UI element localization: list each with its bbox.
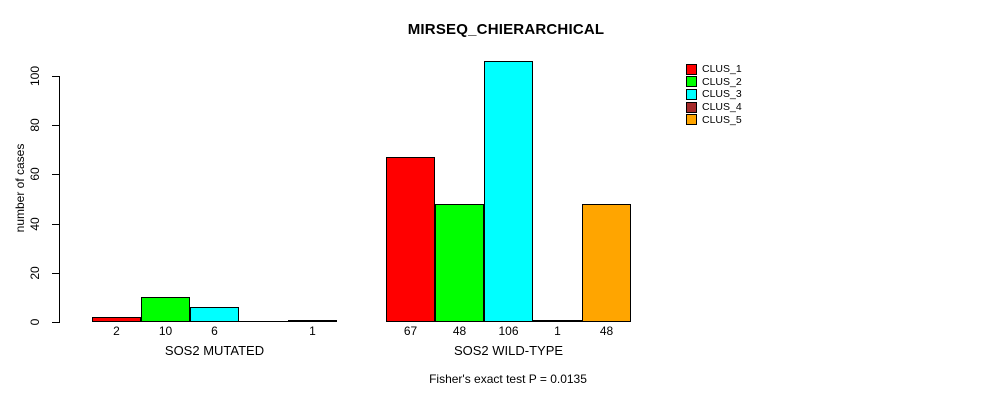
legend-label: CLUS_2 xyxy=(702,75,742,88)
legend-label: CLUS_1 xyxy=(702,63,742,76)
y-tick-mark xyxy=(52,273,59,274)
legend-label: CLUS_3 xyxy=(702,88,742,101)
bar-value-label: 106 xyxy=(498,324,519,338)
legend-swatch-clus_5 xyxy=(686,114,697,126)
legend-label: CLUS_4 xyxy=(702,101,742,114)
bar-value-label: 1 xyxy=(309,324,316,338)
y-tick-mark xyxy=(52,322,59,323)
bar-clus-1-sos2-wild-type xyxy=(386,157,435,322)
legend-label: CLUS_5 xyxy=(702,113,742,126)
legend-row: CLUS_2 xyxy=(686,76,742,89)
legend-row: CLUS_4 xyxy=(686,101,742,114)
bar-clus-5-sos2-mutated xyxy=(288,320,337,322)
y-axis-label: number of cases xyxy=(13,143,27,233)
group-label-sos2-mutated: SOS2 MUTATED xyxy=(164,343,265,358)
bar-clus-5-sos2-wild-type xyxy=(582,204,631,322)
fisher-note: Fisher's exact test P = 0.0135 xyxy=(429,372,587,386)
y-tick-label: 20 xyxy=(28,266,42,280)
legend-row: CLUS_5 xyxy=(686,113,742,126)
chart-title: MIRSEQ_CHIERARCHICAL xyxy=(407,21,605,38)
y-tick-label: 40 xyxy=(28,217,42,231)
y-tick-label: 100 xyxy=(28,65,42,87)
legend-swatch-clus_4 xyxy=(686,101,697,113)
bar-value-label: 2 xyxy=(113,324,120,338)
legend-row: CLUS_1 xyxy=(686,63,742,76)
y-tick-mark xyxy=(52,224,59,225)
y-tick-label: 80 xyxy=(28,118,42,132)
bar-value-label: 10 xyxy=(158,324,173,338)
legend-swatch-clus_2 xyxy=(686,76,697,88)
bar-clus-4-sos2-wild-type xyxy=(533,320,582,322)
y-tick-label: 60 xyxy=(28,167,42,181)
bar-value-label: 1 xyxy=(554,324,561,338)
y-tick-label: 0 xyxy=(28,318,42,326)
bar-value-label: 67 xyxy=(403,324,418,338)
legend-swatch-clus_3 xyxy=(686,88,697,100)
bar-clus-4-sos2-mutated-zero xyxy=(239,321,288,322)
group-label-sos2-wild-type: SOS2 WILD-TYPE xyxy=(453,343,564,358)
bar-value-label: 48 xyxy=(452,324,467,338)
bar-clus-2-sos2-wild-type xyxy=(435,204,484,322)
legend: CLUS_1 CLUS_2 CLUS_3 CLUS_4 CLUS_5 xyxy=(686,63,742,126)
bar-value-label: 6 xyxy=(211,324,218,338)
legend-row: CLUS_3 xyxy=(686,88,742,101)
bar-clus-3-sos2-wild-type xyxy=(484,61,533,322)
y-tick-mark xyxy=(52,76,59,77)
bar-value-label: 48 xyxy=(599,324,614,338)
y-tick-mark xyxy=(52,125,59,126)
bar-clus-2-sos2-mutated xyxy=(141,297,190,322)
y-axis-line xyxy=(59,76,60,323)
bar-clus-3-sos2-mutated xyxy=(190,307,239,322)
bar-clus-1-sos2-mutated xyxy=(92,317,141,322)
legend-swatch-clus_1 xyxy=(686,63,697,75)
y-tick-mark xyxy=(52,174,59,175)
